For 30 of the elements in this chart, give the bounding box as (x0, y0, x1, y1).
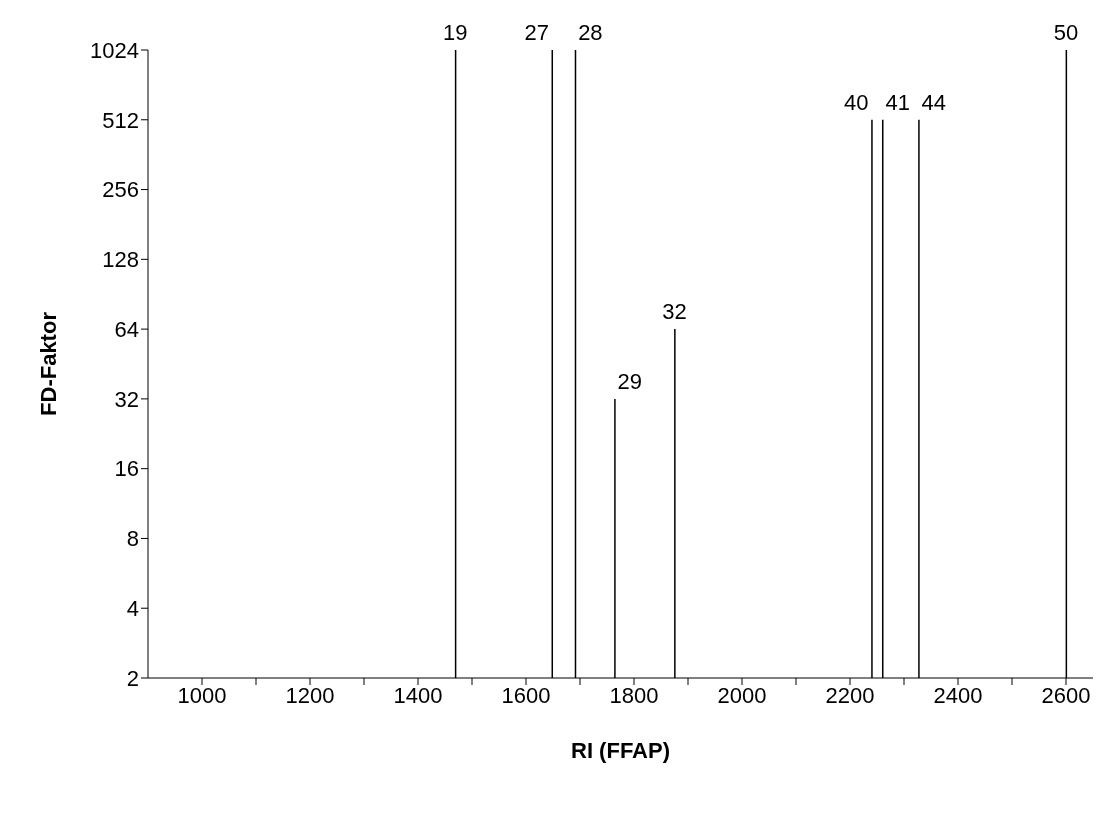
y-tick-label: 32 (114, 386, 139, 412)
annotation: 44 (921, 89, 947, 115)
y-tick-label: 256 (102, 177, 139, 203)
y-tick-label: 512 (102, 107, 139, 133)
annotation: 41 (885, 89, 910, 115)
y-tick-label: 2 (126, 665, 139, 691)
x-tick-label: 2200 (825, 682, 875, 708)
x-tick-label: 1600 (501, 682, 551, 708)
x-axis-title: RI (FFAP) (571, 738, 670, 763)
y-tick-label: 1024 (90, 37, 139, 63)
y-tick-label: 128 (102, 247, 139, 273)
x-tick-label: 1800 (609, 682, 659, 708)
x-tick-label: 2000 (717, 682, 767, 708)
x-tick-label: 1400 (393, 682, 443, 708)
y-axis-title: FD-Faktor (35, 311, 61, 416)
annotation: 19 (443, 20, 468, 45)
annotation: 40 (844, 89, 869, 115)
annotation: 32 (662, 299, 687, 325)
x-tick-label: 2400 (933, 682, 983, 708)
y-tick-label: 64 (114, 316, 139, 342)
y-tick-label: 8 (126, 526, 139, 552)
y-tick-label: 4 (126, 596, 139, 622)
y-tick-label: 16 (114, 456, 139, 482)
x-tick-label: 1000 (177, 682, 227, 708)
x-tick-label: 2600 (1041, 682, 1091, 708)
annotation: 27 (524, 20, 549, 45)
x-tick-label: 1200 (285, 682, 335, 708)
annotation: 28 (578, 20, 603, 45)
annotation: 50 (1053, 20, 1079, 45)
annotation: 29 (617, 368, 643, 394)
